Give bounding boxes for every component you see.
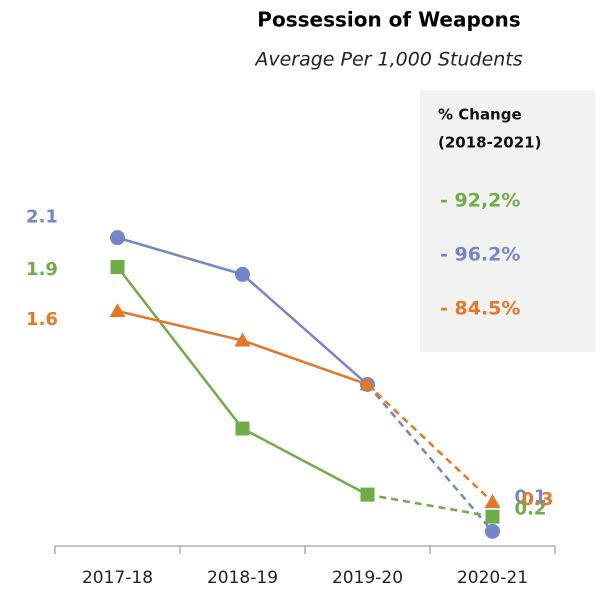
point	[110, 230, 125, 246]
panel-title: % Change	[438, 106, 522, 124]
panel-entry: - 92,2%	[440, 190, 520, 212]
x-tick-label: 2020-21	[457, 568, 528, 587]
point	[110, 260, 125, 275]
point	[359, 376, 376, 391]
point	[235, 266, 250, 282]
series-line-dashed	[366, 383, 494, 533]
panel-subtitle: (2018-2021)	[438, 134, 541, 152]
data-label: 0.3	[522, 489, 554, 510]
x-tick-label: 2018-19	[207, 568, 278, 587]
point	[485, 523, 500, 539]
chart-title: Possession of Weapons	[257, 8, 520, 32]
series-line-dashed	[366, 383, 494, 503]
data-label: 0.2	[515, 499, 547, 520]
point	[109, 303, 126, 318]
chart-subtitle: Average Per 1,000 Students	[253, 49, 522, 71]
panel-entry: - 96.2%	[440, 244, 520, 266]
panel-entry: - 84.5%	[440, 298, 520, 320]
point	[235, 421, 250, 436]
data-label: 0.1	[515, 486, 547, 507]
data-label: 1.9	[26, 259, 58, 280]
x-tick-label: 2019-20	[332, 568, 403, 587]
data-label: 1.6	[26, 309, 58, 330]
point	[234, 332, 251, 347]
series-line-dashed	[367, 493, 493, 518]
x-tick-label: 2017-18	[82, 568, 153, 587]
point	[360, 487, 375, 502]
data-label: 2.1	[26, 207, 58, 228]
point	[484, 493, 501, 508]
point	[485, 509, 500, 524]
change-panel	[420, 90, 595, 352]
